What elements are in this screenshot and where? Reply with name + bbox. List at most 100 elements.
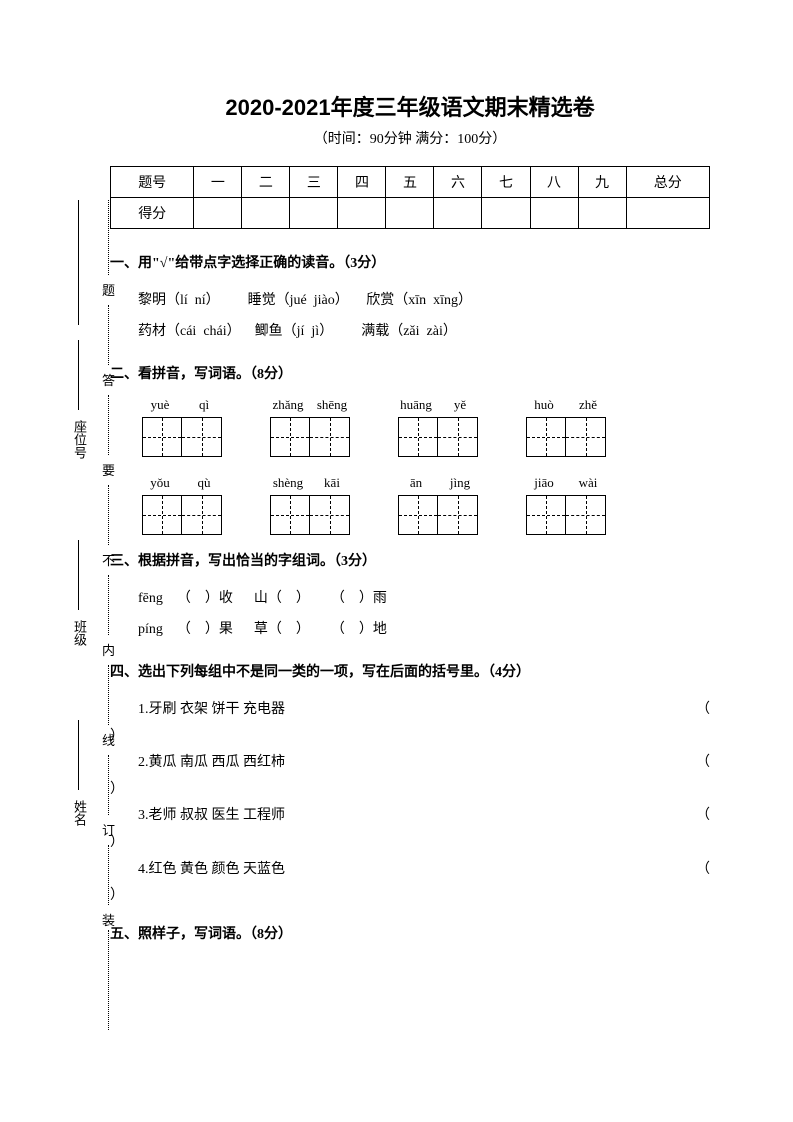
q1-line: 药材（cái chái） 鲫鱼（jí jì） 满载（zǎi zài） xyxy=(138,317,710,348)
tianzi-box[interactable] xyxy=(398,417,438,457)
tianzi-box[interactable] xyxy=(566,417,606,457)
score-cell[interactable] xyxy=(242,198,290,229)
pinyin-group: shèngkāi xyxy=(266,475,354,535)
margin-dotline xyxy=(108,200,109,275)
score-header-cell: 九 xyxy=(578,167,626,198)
margin-dotline xyxy=(108,395,109,455)
score-header-cell: 七 xyxy=(482,167,530,198)
score-header-cell: 四 xyxy=(338,167,386,198)
q4-text: 2.黄瓜 南瓜 西瓜 西红柿 xyxy=(138,748,285,779)
tianzi-box[interactable] xyxy=(270,417,310,457)
tianzi-box[interactable] xyxy=(182,495,222,535)
margin-dotline xyxy=(108,845,109,905)
margin-dotline xyxy=(108,665,109,725)
pinyin: huò xyxy=(522,397,566,413)
q4-text: 1.牙刷 衣架 饼干 充电器 xyxy=(138,695,285,726)
margin-dotline xyxy=(108,755,109,815)
close-paren: ） xyxy=(110,726,710,748)
margin-underline xyxy=(78,200,79,325)
score-header-cell: 二 xyxy=(242,167,290,198)
score-cell[interactable] xyxy=(386,198,434,229)
pinyin: yě xyxy=(438,397,482,413)
score-cell[interactable] xyxy=(194,198,242,229)
close-paren: ） xyxy=(110,779,710,801)
q2-row1: yuèqì zhǎngshēng huāngyě huòzhě xyxy=(138,397,710,457)
open-paren: （ xyxy=(696,801,710,832)
pinyin-group: yǒuqù xyxy=(138,475,226,535)
pinyin: ān xyxy=(394,475,438,491)
q4-item: 1.牙刷 衣架 饼干 充电器 （ xyxy=(138,695,710,726)
exam-title: 2020-2021年度三年级语文期末精选卷 xyxy=(110,90,710,122)
score-cell[interactable] xyxy=(578,198,626,229)
tianzi-box[interactable] xyxy=(438,495,478,535)
q3-line: píng （ ）果 草（ ） （ ）地 xyxy=(138,615,710,646)
pinyin: jiāo xyxy=(522,475,566,491)
tianzi-box[interactable] xyxy=(526,495,566,535)
pinyin: wài xyxy=(566,475,610,491)
pinyin: huāng xyxy=(394,397,438,413)
tianzi-box[interactable] xyxy=(566,495,606,535)
pinyin: shèng xyxy=(266,475,310,491)
pinyin: yuè xyxy=(138,397,182,413)
tianzi-box[interactable] xyxy=(142,417,182,457)
margin-underline xyxy=(78,540,79,610)
score-header-row: 题号 一 二 三 四 五 六 七 八 九 总分 xyxy=(111,167,710,198)
q2-heading: 二、看拼音，写词语。（8分） xyxy=(110,362,710,387)
score-row-label: 得分 xyxy=(111,198,194,229)
score-cell[interactable] xyxy=(434,198,482,229)
tianzi-box[interactable] xyxy=(310,495,350,535)
margin-label-seat: 座位号 xyxy=(70,420,89,459)
q1-heading: 一、用"√"给带点字选择正确的读音。（3分） xyxy=(110,251,710,276)
score-value-row: 得分 xyxy=(111,198,710,229)
open-paren: （ xyxy=(696,748,710,779)
q4-heading: 四、选出下列每组中不是同一类的一项，写在后面的括号里。（4分） xyxy=(110,660,710,685)
score-header-cell: 八 xyxy=(530,167,578,198)
pinyin: kāi xyxy=(310,475,354,491)
tianzi-box[interactable] xyxy=(398,495,438,535)
margin-label-class: 班级 xyxy=(70,620,89,646)
q4-item: 3.老师 叔叔 医生 工程师 （ xyxy=(138,801,710,832)
open-paren: （ xyxy=(696,855,710,886)
score-header-cell: 五 xyxy=(386,167,434,198)
score-header-cell: 总分 xyxy=(626,167,709,198)
pinyin-group: zhǎngshēng xyxy=(266,397,354,457)
q4-item: 2.黄瓜 南瓜 西瓜 西红柿 （ xyxy=(138,748,710,779)
q1-line: 黎明（lí ní） 睡觉（jué jiào） 欣赏（xīn xīng） xyxy=(138,286,710,317)
score-header-cell: 题号 xyxy=(111,167,194,198)
pinyin-group: huòzhě xyxy=(522,397,610,457)
score-header-cell: 三 xyxy=(290,167,338,198)
score-table: 题号 一 二 三 四 五 六 七 八 九 总分 得分 xyxy=(110,166,710,229)
close-paren: ） xyxy=(110,885,710,907)
score-cell[interactable] xyxy=(290,198,338,229)
tianzi-box[interactable] xyxy=(182,417,222,457)
tianzi-box[interactable] xyxy=(438,417,478,457)
margin-dotline xyxy=(108,930,109,1030)
pinyin-group: huāngyě xyxy=(394,397,482,457)
margin-dotline xyxy=(108,305,109,365)
margin-underline xyxy=(78,720,79,790)
tianzi-box[interactable] xyxy=(526,417,566,457)
q4-text: 3.老师 叔叔 医生 工程师 xyxy=(138,801,285,832)
score-cell[interactable] xyxy=(626,198,709,229)
score-cell[interactable] xyxy=(338,198,386,229)
pinyin-group: jiāowài xyxy=(522,475,610,535)
exam-subtitle: （时间：90分钟 满分：100分） xyxy=(110,128,710,148)
binding-margin: 姓名 班级 座位号 装 订 线 内 不 要 答 题 xyxy=(40,200,100,1050)
score-header-cell: 六 xyxy=(434,167,482,198)
score-cell[interactable] xyxy=(530,198,578,229)
tianzi-box[interactable] xyxy=(310,417,350,457)
q4-item: 4.红色 黄色 颜色 天蓝色 （ xyxy=(138,855,710,886)
margin-dotline xyxy=(108,485,109,545)
tianzi-box[interactable] xyxy=(270,495,310,535)
margin-underline xyxy=(78,340,79,410)
pinyin: zhǎng xyxy=(266,397,310,413)
pinyin-group: ānjìng xyxy=(394,475,482,535)
margin-label-name: 姓名 xyxy=(70,800,89,826)
open-paren: （ xyxy=(696,695,710,726)
pinyin: qì xyxy=(182,397,226,413)
tianzi-box[interactable] xyxy=(142,495,182,535)
pinyin: zhě xyxy=(566,397,610,413)
q4-text: 4.红色 黄色 颜色 天蓝色 xyxy=(138,855,285,886)
pinyin: qù xyxy=(182,475,226,491)
score-cell[interactable] xyxy=(482,198,530,229)
